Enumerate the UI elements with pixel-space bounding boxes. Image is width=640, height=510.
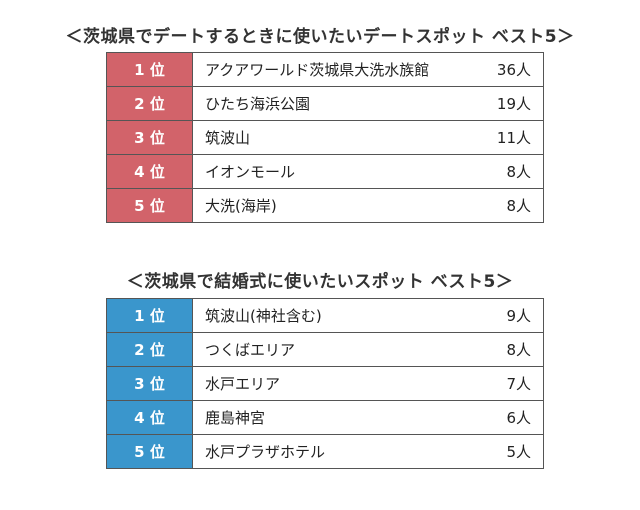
vote-count: 6人: [462, 400, 544, 435]
spot-name: ひたち海浜公園: [192, 86, 463, 121]
table-row: 5 位 水戸プラザホテル 5人: [106, 434, 544, 469]
spot-name: アクアワールド茨城県大洗水族館: [192, 52, 463, 87]
table-row: 2 位 ひたち海浜公園 19人: [106, 86, 544, 121]
rank-label: 4 位: [106, 154, 193, 189]
rank-label: 4 位: [106, 400, 193, 435]
table-row: 3 位 筑波山 11人: [106, 120, 544, 155]
table-row: 5 位 大洗(海岸) 8人: [106, 188, 544, 223]
rank-label: 2 位: [106, 86, 193, 121]
vote-count: 36人: [462, 52, 544, 87]
spot-name: 水戸プラザホテル: [192, 434, 463, 469]
rank-label: 2 位: [106, 332, 193, 367]
date-spot-ranking-table: 1 位 アクアワールド茨城県大洗水族館 36人 2 位 ひたち海浜公園 19人 …: [106, 52, 544, 223]
vote-count: 11人: [462, 120, 544, 155]
wedding-spot-ranking-title: ＜茨城県で結婚式に使いたいスポット ベスト5＞: [126, 272, 514, 292]
vote-count: 7人: [462, 366, 544, 401]
spot-name: 水戸エリア: [192, 366, 463, 401]
vote-count: 8人: [462, 332, 544, 367]
rank-label: 1 位: [106, 52, 193, 87]
vote-count: 9人: [462, 298, 544, 333]
table-row: 2 位 つくばエリア 8人: [106, 332, 544, 367]
table-row: 3 位 水戸エリア 7人: [106, 366, 544, 401]
wedding-spot-ranking-table: 1 位 筑波山(神社含む) 9人 2 位 つくばエリア 8人 3 位 水戸エリア…: [106, 298, 544, 469]
vote-count: 8人: [462, 154, 544, 189]
spot-name: 大洗(海岸): [192, 188, 463, 223]
rank-label: 1 位: [106, 298, 193, 333]
vote-count: 19人: [462, 86, 544, 121]
spot-name: イオンモール: [192, 154, 463, 189]
table-row: 4 位 イオンモール 8人: [106, 154, 544, 189]
rank-label: 3 位: [106, 366, 193, 401]
spot-name: 筑波山(神社含む): [192, 298, 463, 333]
rank-label: 5 位: [106, 434, 193, 469]
table-row: 4 位 鹿島神宮 6人: [106, 400, 544, 435]
date-spot-ranking-title: ＜茨城県でデートするときに使いたいデートスポット ベスト5＞: [65, 27, 575, 47]
vote-count: 5人: [462, 434, 544, 469]
rank-label: 3 位: [106, 120, 193, 155]
rank-label: 5 位: [106, 188, 193, 223]
spot-name: 鹿島神宮: [192, 400, 463, 435]
vote-count: 8人: [462, 188, 544, 223]
spot-name: つくばエリア: [192, 332, 463, 367]
table-row: 1 位 筑波山(神社含む) 9人: [106, 298, 544, 333]
table-row: 1 位 アクアワールド茨城県大洗水族館 36人: [106, 52, 544, 87]
spot-name: 筑波山: [192, 120, 463, 155]
